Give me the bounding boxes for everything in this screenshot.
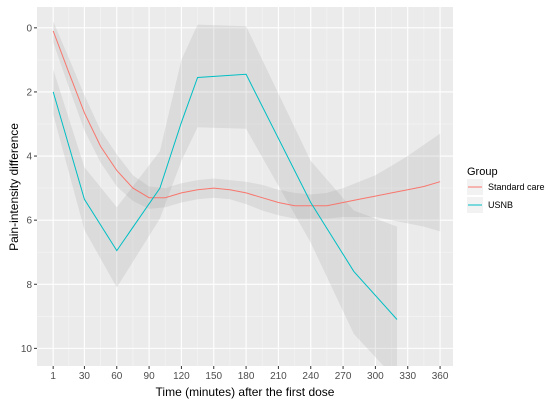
major-grid — [37, 7, 453, 366]
confidence-band-usnb — [53, 24, 397, 366]
minor-grid — [37, 7, 453, 366]
legend-title: Group — [467, 166, 498, 178]
legend-label-standard-care: Standard care — [488, 182, 545, 192]
x-tick-label: 300 — [367, 371, 384, 382]
x-tick-label: 360 — [432, 371, 449, 382]
confidence-band-standard-care — [53, 21, 441, 232]
legend: Group Standard care USNB — [467, 166, 545, 213]
y-axis: 0 2 4 6 8 10 — [21, 23, 37, 355]
y-tick-label: 6 — [26, 216, 32, 227]
x-tick-label: 90 — [144, 371, 156, 382]
x-tick-label: 210 — [270, 371, 287, 382]
plot-background — [37, 7, 453, 366]
y-tick-label: 10 — [21, 344, 33, 355]
x-tick-label: 330 — [399, 371, 416, 382]
x-tick-label: 270 — [335, 371, 352, 382]
series-lines — [52, 30, 441, 320]
confidence-ribbons — [53, 21, 441, 366]
x-axis-title: Time (minutes) after the first dose — [156, 385, 335, 399]
y-tick-label: 2 — [26, 87, 32, 98]
series-line-usnb — [52, 73, 398, 320]
legend-label-usnb: USNB — [488, 200, 513, 210]
x-tick-label: 1 — [50, 371, 56, 382]
x-tick-label: 120 — [173, 371, 190, 382]
x-tick-label: 240 — [302, 371, 319, 382]
x-axis: 1 30 60 90 120 150 180 210 240 270 300 330 360 — [50, 366, 449, 382]
y-tick-label: 0 — [26, 23, 32, 34]
x-tick-label: 150 — [205, 371, 222, 382]
series-line-standard-care — [52, 30, 441, 207]
y-tick-label: 4 — [26, 152, 32, 163]
x-tick-label: 30 — [79, 371, 91, 382]
y-tick-label: 8 — [26, 280, 32, 291]
x-tick-label: 60 — [111, 371, 123, 382]
y-axis-title: Pain-intensity difference — [7, 123, 21, 251]
x-tick-label: 180 — [238, 371, 255, 382]
